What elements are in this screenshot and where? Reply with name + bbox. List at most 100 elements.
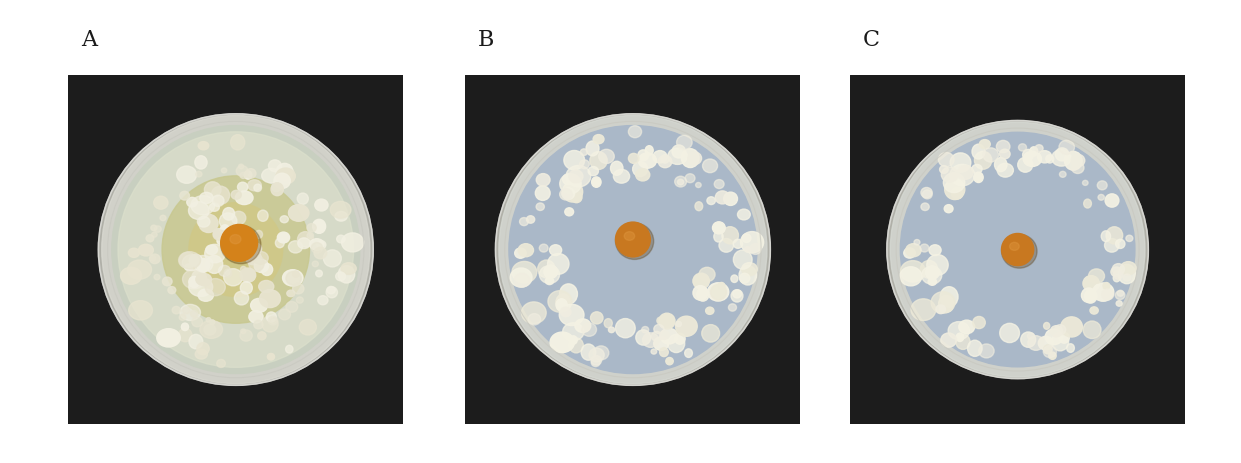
Ellipse shape <box>948 322 969 340</box>
Ellipse shape <box>696 183 701 188</box>
Ellipse shape <box>1059 141 1075 155</box>
Ellipse shape <box>535 187 550 201</box>
Ellipse shape <box>1044 323 1050 330</box>
Ellipse shape <box>200 321 222 339</box>
Ellipse shape <box>1116 301 1122 307</box>
Ellipse shape <box>652 349 656 354</box>
Ellipse shape <box>733 250 752 269</box>
Ellipse shape <box>1035 145 1044 153</box>
Ellipse shape <box>1104 239 1119 253</box>
Ellipse shape <box>190 255 202 267</box>
Ellipse shape <box>586 142 599 156</box>
Ellipse shape <box>750 244 761 255</box>
Ellipse shape <box>176 167 196 184</box>
Ellipse shape <box>285 345 293 353</box>
Ellipse shape <box>246 251 261 265</box>
Ellipse shape <box>1044 346 1056 358</box>
Ellipse shape <box>901 261 926 282</box>
Ellipse shape <box>1071 155 1085 167</box>
Ellipse shape <box>956 333 964 342</box>
Ellipse shape <box>1000 324 1019 343</box>
Ellipse shape <box>624 232 634 241</box>
Ellipse shape <box>678 180 684 186</box>
Ellipse shape <box>695 202 702 211</box>
Ellipse shape <box>271 318 277 324</box>
Ellipse shape <box>254 260 268 273</box>
Ellipse shape <box>299 319 316 335</box>
Ellipse shape <box>1065 152 1082 171</box>
Ellipse shape <box>324 250 341 267</box>
Ellipse shape <box>217 238 226 245</box>
Ellipse shape <box>1082 181 1088 186</box>
Ellipse shape <box>313 262 319 267</box>
Ellipse shape <box>930 245 941 256</box>
Ellipse shape <box>540 266 560 284</box>
Ellipse shape <box>226 227 241 239</box>
Ellipse shape <box>1092 283 1113 301</box>
Ellipse shape <box>277 232 289 244</box>
Ellipse shape <box>733 240 742 249</box>
Ellipse shape <box>341 233 364 252</box>
Ellipse shape <box>280 216 288 223</box>
Ellipse shape <box>593 135 604 144</box>
Ellipse shape <box>652 332 663 341</box>
Ellipse shape <box>974 152 992 170</box>
Ellipse shape <box>223 208 235 221</box>
Ellipse shape <box>645 146 653 156</box>
Ellipse shape <box>560 189 572 200</box>
Ellipse shape <box>1103 283 1109 290</box>
Ellipse shape <box>258 281 274 293</box>
Ellipse shape <box>692 286 707 300</box>
Ellipse shape <box>740 274 750 283</box>
Ellipse shape <box>706 307 714 315</box>
Ellipse shape <box>190 311 197 317</box>
Ellipse shape <box>1118 265 1136 284</box>
Ellipse shape <box>1001 234 1034 266</box>
Ellipse shape <box>205 245 226 263</box>
Ellipse shape <box>326 287 335 294</box>
Ellipse shape <box>671 145 685 159</box>
Ellipse shape <box>192 270 206 285</box>
Ellipse shape <box>168 287 176 294</box>
Ellipse shape <box>150 255 160 264</box>
Ellipse shape <box>658 156 671 169</box>
Ellipse shape <box>685 175 695 183</box>
Ellipse shape <box>221 225 258 262</box>
Ellipse shape <box>616 319 635 338</box>
Ellipse shape <box>1055 149 1069 162</box>
Ellipse shape <box>253 321 263 329</box>
Ellipse shape <box>230 235 241 244</box>
Ellipse shape <box>326 287 338 298</box>
Ellipse shape <box>163 176 309 324</box>
Ellipse shape <box>890 123 1145 377</box>
Ellipse shape <box>1028 336 1044 350</box>
Ellipse shape <box>974 173 983 183</box>
Ellipse shape <box>179 329 192 342</box>
Ellipse shape <box>927 255 948 276</box>
Ellipse shape <box>231 212 246 225</box>
Ellipse shape <box>642 327 649 333</box>
Ellipse shape <box>241 267 246 273</box>
Ellipse shape <box>928 278 937 286</box>
Ellipse shape <box>336 236 345 244</box>
Ellipse shape <box>544 266 557 279</box>
Ellipse shape <box>715 180 724 189</box>
Ellipse shape <box>199 142 208 150</box>
Ellipse shape <box>210 204 220 212</box>
Ellipse shape <box>654 337 669 350</box>
Ellipse shape <box>246 169 256 179</box>
Ellipse shape <box>568 170 583 183</box>
Ellipse shape <box>249 244 262 255</box>
Ellipse shape <box>994 158 1006 172</box>
Ellipse shape <box>151 225 156 231</box>
Ellipse shape <box>262 316 278 332</box>
Ellipse shape <box>139 245 154 257</box>
Ellipse shape <box>911 299 936 321</box>
Ellipse shape <box>241 329 246 334</box>
Ellipse shape <box>287 290 295 297</box>
Ellipse shape <box>297 297 303 304</box>
Ellipse shape <box>254 185 262 192</box>
Ellipse shape <box>236 192 253 205</box>
Ellipse shape <box>549 291 572 313</box>
Ellipse shape <box>1023 152 1041 167</box>
